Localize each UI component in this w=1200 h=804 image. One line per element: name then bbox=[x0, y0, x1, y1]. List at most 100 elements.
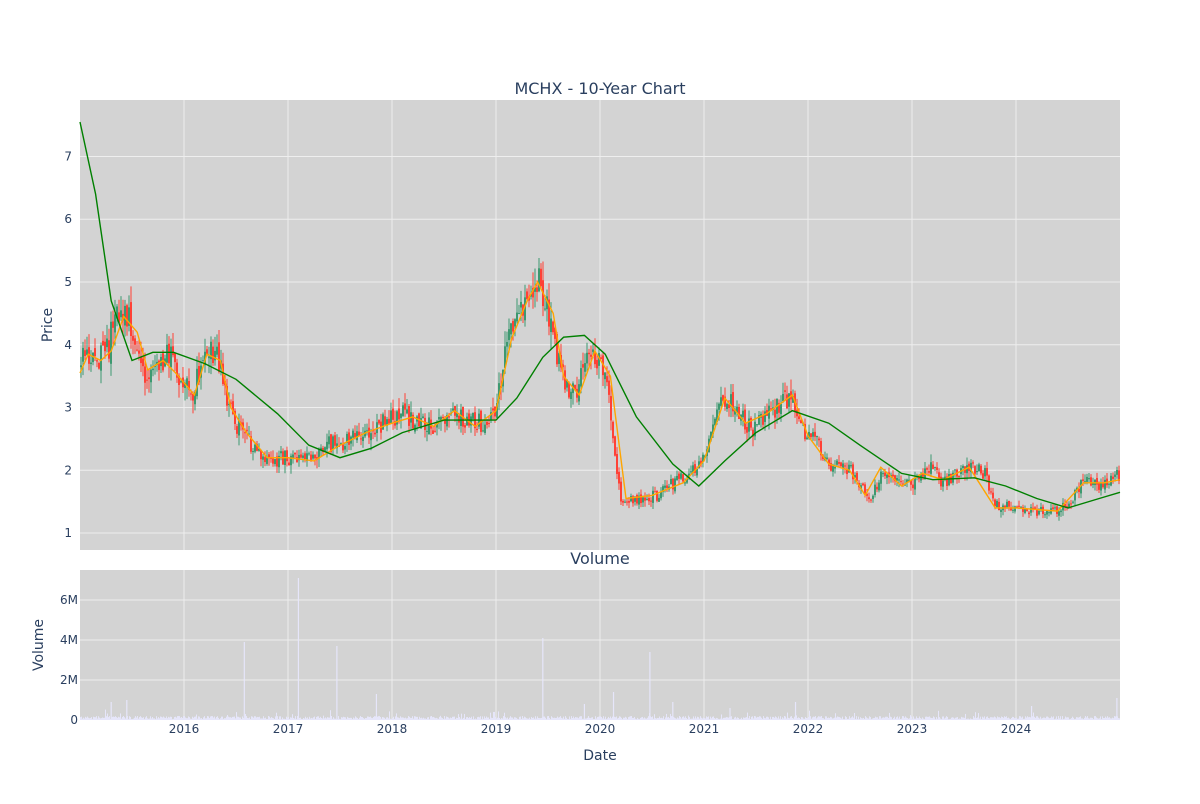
volume-bar bbox=[830, 716, 831, 720]
candle-body bbox=[136, 349, 138, 351]
volume-bar bbox=[462, 718, 463, 720]
candle-body bbox=[102, 340, 104, 346]
candle-body bbox=[896, 478, 898, 481]
volume-bar bbox=[651, 717, 652, 720]
candle-body bbox=[82, 347, 84, 362]
volume-bar bbox=[882, 717, 883, 720]
volume-bar bbox=[96, 716, 97, 720]
volume-bar bbox=[289, 718, 290, 720]
candle-body bbox=[1000, 509, 1002, 512]
volume-bar bbox=[1052, 717, 1053, 720]
volume-bar bbox=[979, 718, 980, 720]
volume-bar bbox=[1010, 719, 1011, 720]
volume-bar bbox=[532, 717, 533, 720]
volume-bar bbox=[515, 717, 516, 720]
candle-body bbox=[94, 348, 96, 357]
volume-bar bbox=[155, 719, 156, 720]
volume-bar bbox=[763, 716, 764, 720]
volume-bar bbox=[467, 717, 468, 720]
volume-bar bbox=[796, 715, 797, 720]
candle-body bbox=[248, 433, 250, 435]
volume-bar bbox=[645, 718, 646, 720]
volume-bar bbox=[235, 718, 236, 720]
candle-body bbox=[568, 382, 570, 398]
candle-body bbox=[184, 382, 186, 389]
volume-bar bbox=[223, 718, 224, 720]
volume-bar bbox=[854, 713, 855, 720]
volume-bar bbox=[133, 718, 134, 720]
volume-bar bbox=[113, 716, 114, 720]
volume-bar bbox=[661, 717, 662, 720]
long-moving-average-line bbox=[79, 121, 1121, 509]
volume-bar bbox=[495, 716, 496, 720]
candle-body bbox=[118, 312, 120, 323]
candle-body bbox=[174, 353, 176, 363]
volume-bar bbox=[745, 717, 746, 720]
candle-body bbox=[534, 287, 536, 292]
volume-bar bbox=[318, 716, 319, 720]
candle-body bbox=[302, 455, 304, 458]
volume-bar bbox=[964, 717, 965, 720]
candle-body bbox=[752, 429, 754, 437]
volume-bar bbox=[473, 716, 474, 720]
volume-bar bbox=[201, 718, 202, 720]
volume-bar bbox=[421, 717, 422, 720]
volume-bar bbox=[171, 716, 172, 720]
volume-bar bbox=[804, 718, 805, 720]
volume-bar bbox=[375, 716, 376, 720]
volume-bar bbox=[475, 718, 476, 720]
volume-bar bbox=[416, 716, 417, 720]
volume-bar bbox=[420, 718, 421, 720]
candle-body bbox=[1052, 507, 1054, 510]
volume-bar bbox=[839, 717, 840, 720]
volume-bar bbox=[788, 717, 789, 720]
volume-bar bbox=[351, 717, 352, 720]
volume-bar bbox=[168, 716, 169, 720]
candle-body bbox=[398, 408, 400, 420]
volume-bar bbox=[1062, 716, 1063, 720]
candle-body bbox=[464, 425, 466, 428]
candle-body bbox=[848, 464, 850, 473]
volume-bar bbox=[652, 716, 653, 720]
volume-bar bbox=[610, 716, 611, 720]
volume-bar bbox=[942, 716, 943, 720]
volume-bar bbox=[694, 718, 695, 720]
candle-body bbox=[518, 313, 520, 315]
candle-body bbox=[656, 490, 658, 501]
candle-body bbox=[1098, 483, 1100, 490]
candle-body bbox=[936, 467, 938, 470]
volume-bar bbox=[746, 717, 747, 720]
candle-body bbox=[830, 463, 832, 471]
x-tick-2017: 2017 bbox=[273, 722, 304, 736]
volume-bar bbox=[520, 716, 521, 720]
volume-bar bbox=[291, 717, 292, 720]
volume-bar bbox=[1117, 716, 1118, 720]
volume-bar bbox=[604, 718, 605, 720]
volume-bar bbox=[436, 717, 437, 720]
volume-bar bbox=[225, 718, 226, 720]
candle-body bbox=[870, 499, 872, 501]
candle-body bbox=[356, 431, 358, 441]
volume-bar bbox=[307, 717, 308, 720]
volume-bar bbox=[359, 717, 360, 720]
volume-bar bbox=[182, 717, 183, 720]
candle-body bbox=[878, 482, 880, 491]
volume-bar bbox=[845, 716, 846, 720]
volume-bar bbox=[392, 718, 393, 720]
volume-bar bbox=[923, 718, 924, 720]
candle-body bbox=[1064, 503, 1066, 508]
volume-bar bbox=[759, 716, 760, 720]
volume-y-axis-title: Volume bbox=[31, 619, 47, 671]
candle-body bbox=[590, 354, 592, 357]
volume-bar bbox=[637, 717, 638, 720]
volume-bar bbox=[940, 718, 941, 720]
volume-bar bbox=[698, 717, 699, 720]
volume-bar bbox=[943, 716, 944, 720]
candle-body bbox=[556, 333, 558, 365]
candle-body bbox=[360, 438, 362, 440]
volume-bar bbox=[1077, 717, 1078, 720]
volume-bar bbox=[647, 717, 648, 720]
volume-bar bbox=[870, 717, 871, 720]
candle-body bbox=[1038, 510, 1040, 515]
volume-bar bbox=[1042, 718, 1043, 720]
